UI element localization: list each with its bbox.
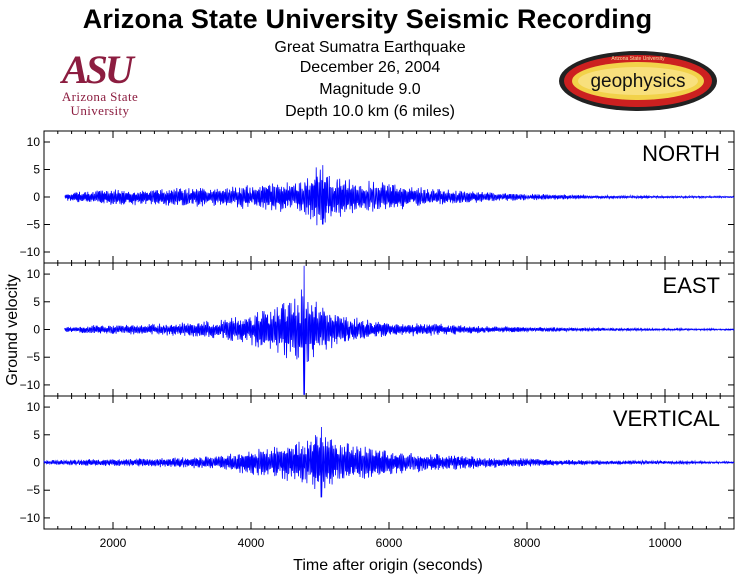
y-tick-label: −5 — [26, 350, 40, 364]
y-tick-label: −5 — [26, 483, 40, 497]
chart-title: Arizona State University Seismic Recordi… — [82, 4, 653, 34]
y-tick-label: 5 — [33, 163, 40, 177]
series-label-north: NORTH — [642, 141, 720, 166]
y-tick-label: 0 — [33, 190, 40, 204]
y-tick-label: −10 — [20, 511, 41, 525]
x-tick-label: 6000 — [376, 536, 403, 550]
y-tick-label: 10 — [27, 135, 41, 149]
x-tick-label: 8000 — [514, 536, 541, 550]
series-label-vertical: VERTICAL — [613, 406, 720, 431]
y-tick-label: 0 — [33, 323, 40, 337]
y-tick-label: 10 — [27, 267, 41, 281]
y-tick-label: −5 — [26, 218, 40, 232]
subtitle-date: December 26, 2004 — [299, 59, 441, 76]
geophysics-arc-text: Arizona State University — [611, 56, 665, 62]
y-tick-label: 5 — [33, 428, 40, 442]
y-axis-label: Ground velocity — [4, 274, 21, 385]
y-tick-label: −10 — [20, 378, 41, 392]
x-tick-label: 10000 — [648, 536, 682, 550]
y-tick-label: 5 — [33, 295, 40, 309]
y-tick-label: 0 — [33, 456, 40, 470]
trace-vertical — [43, 426, 735, 498]
x-tick-label: 4000 — [238, 536, 265, 550]
subtitle-event: Great Sumatra Earthquake — [274, 39, 466, 56]
y-tick-label: −10 — [20, 245, 41, 259]
trace-east — [64, 265, 735, 395]
panels-layer: 10 5 0 −5 −10 NORTH 10 5 0 −5 −10 EAST 10 5 0 −5 −10 VERT… — [20, 130, 735, 550]
asu-logo-mark: ASU — [62, 47, 134, 92]
geophysics-label: geophysics — [590, 71, 685, 92]
x-axis-label: Time after origin (seconds) — [293, 557, 483, 574]
geophysics-logo: Arizona State University geophysics — [559, 51, 717, 111]
trace-north — [64, 165, 735, 226]
subtitle-depth: Depth 10.0 km (6 miles) — [285, 103, 455, 120]
x-tick-label: 2000 — [100, 536, 127, 550]
asu-logo-line-1: Arizona State — [61, 89, 139, 104]
subtitle-magnitude: Magnitude 9.0 — [319, 81, 421, 98]
asu-logo: ASU Arizona State University — [44, 50, 156, 122]
y-tick-label: 10 — [27, 400, 41, 414]
asu-logo-line-2: University — [70, 103, 130, 118]
series-label-east: EAST — [663, 273, 720, 298]
